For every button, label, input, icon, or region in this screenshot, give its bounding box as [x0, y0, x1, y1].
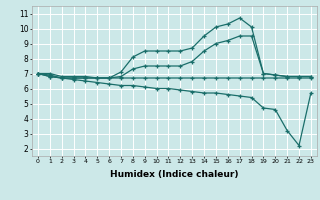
- X-axis label: Humidex (Indice chaleur): Humidex (Indice chaleur): [110, 170, 239, 179]
